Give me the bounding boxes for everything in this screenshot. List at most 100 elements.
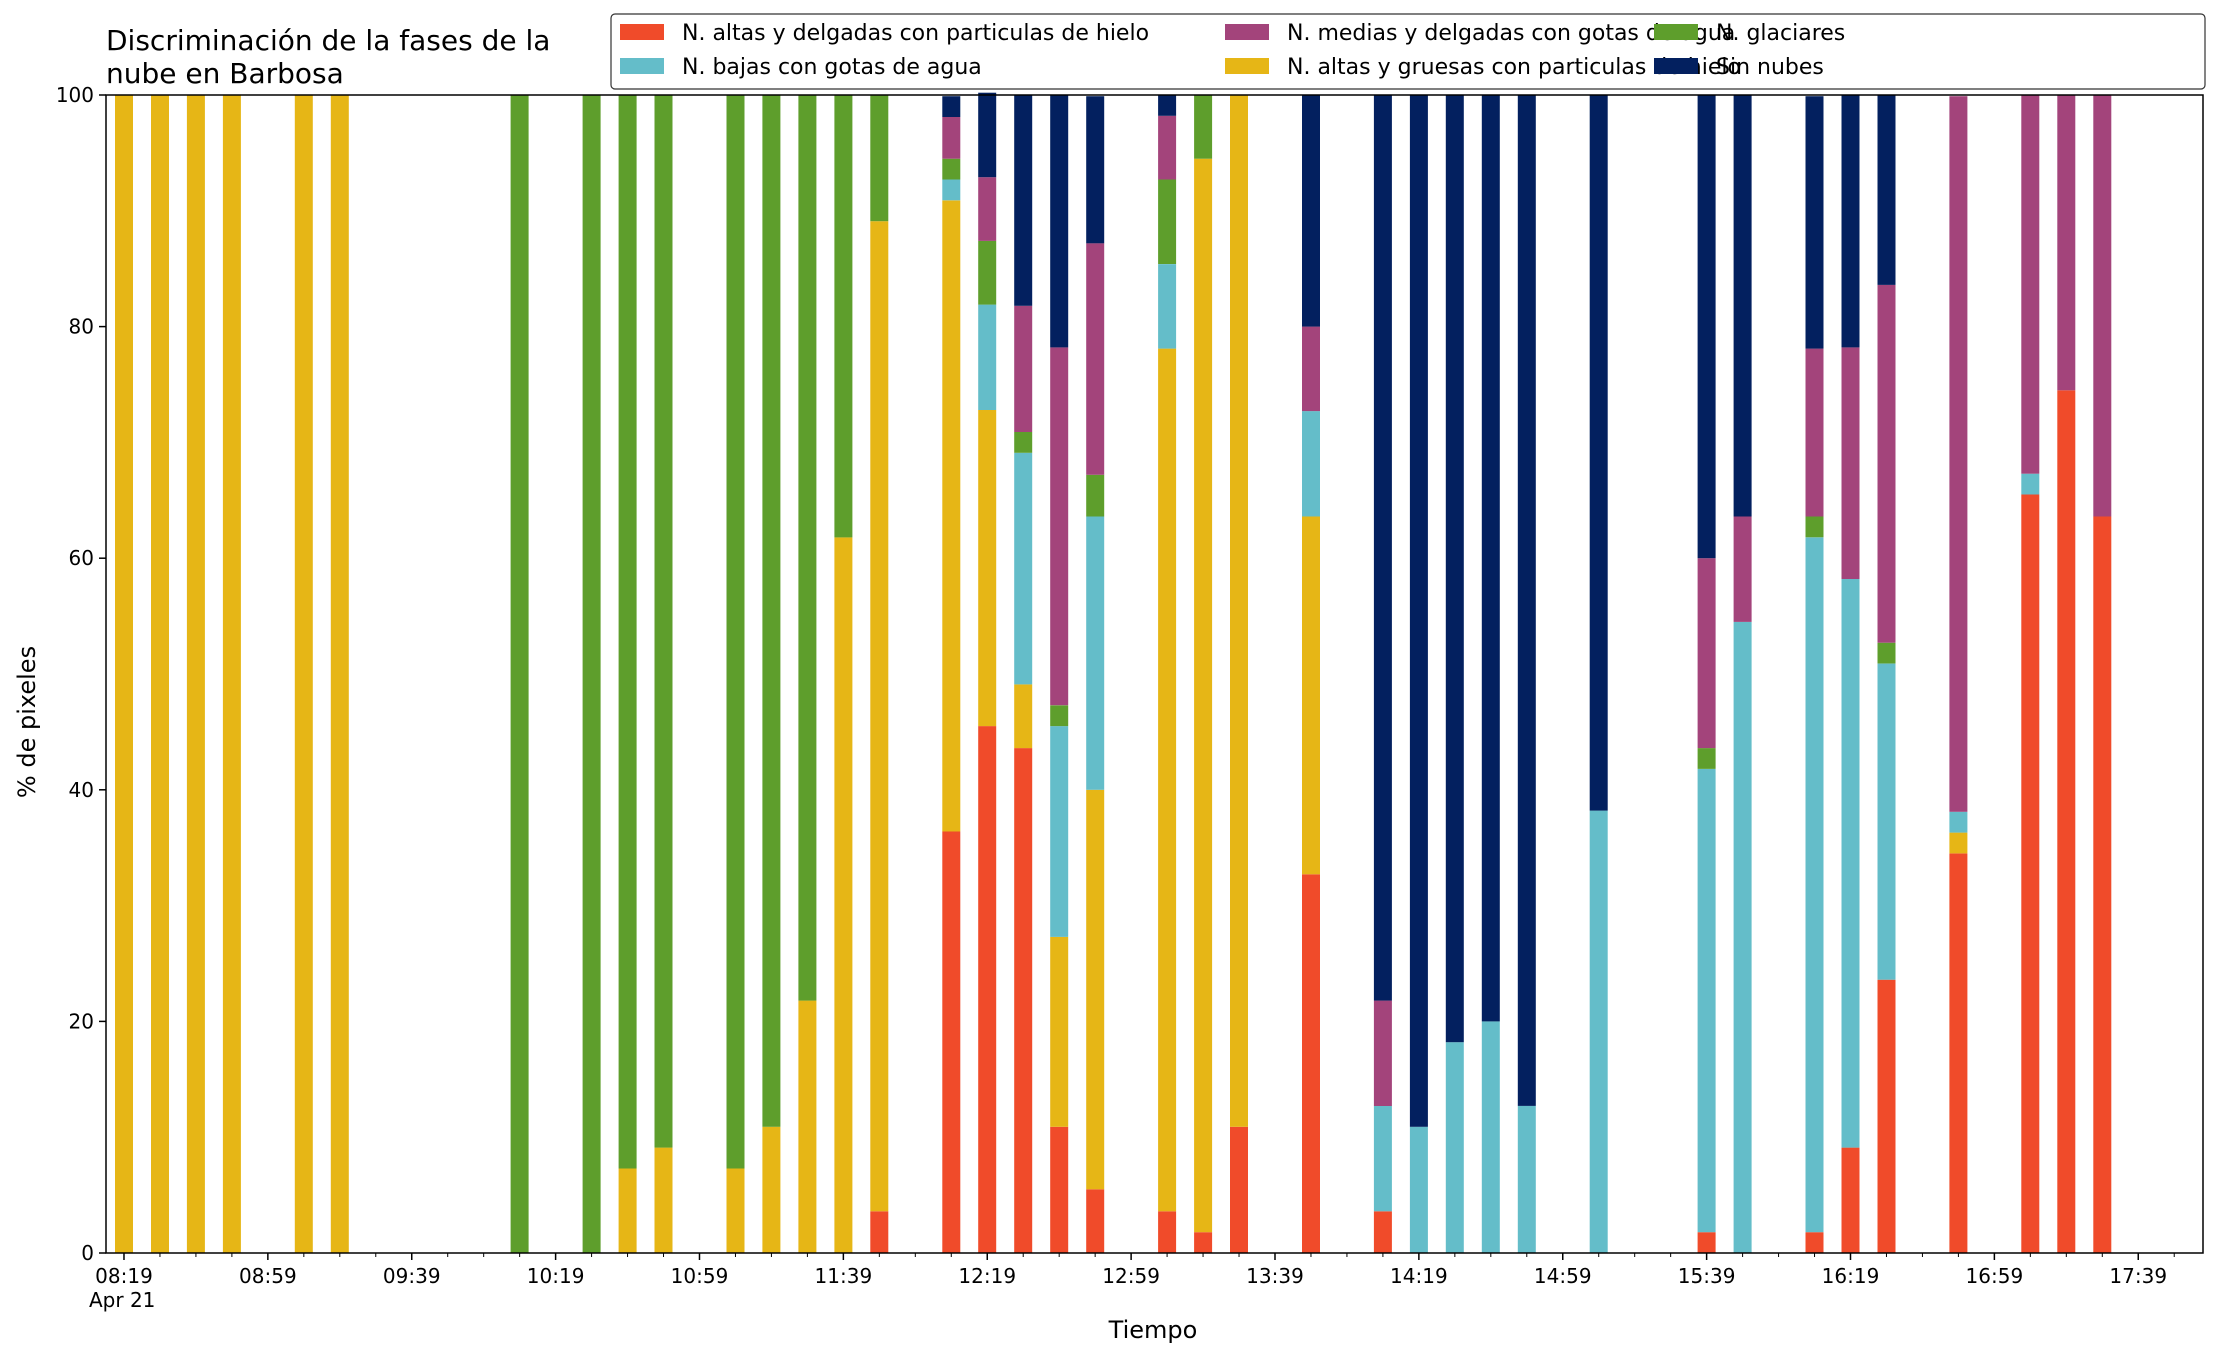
- y-tick-label: 80: [69, 315, 94, 339]
- bar-segment: [1373, 1211, 1392, 1253]
- axes-layer: 0 20 40 60 80 100 08:19 08:59 09:39 10:19 10:59 11:…: [56, 83, 2204, 1288]
- bar-segment: [1230, 1126, 1248, 1253]
- legend-swatch: [620, 58, 664, 74]
- bar-segment: [798, 95, 817, 1001]
- bar-segment: [1733, 95, 1752, 517]
- bar-segment: [1194, 95, 1213, 159]
- legend-swatch: [1225, 58, 1269, 74]
- bar-segment: [1697, 769, 1716, 1233]
- bar-segment: [1014, 452, 1033, 685]
- bar-segment: [1877, 642, 1896, 664]
- bar-segment: [1949, 853, 1968, 1253]
- bar-segment: [2057, 390, 2076, 1253]
- bar-segment: [1697, 558, 1716, 749]
- x-tick-label: 14:59: [1534, 1264, 1592, 1288]
- bar-segment: [1949, 811, 1968, 833]
- x-tick-label: 09:39: [383, 1264, 441, 1288]
- bar-segment: [978, 304, 997, 410]
- bar-segment: [834, 537, 853, 1253]
- bar-segment: [978, 410, 997, 727]
- bar-segment: [2057, 95, 2076, 391]
- y-tick-label: 0: [81, 1241, 94, 1265]
- bar-segment: [2093, 516, 2112, 1253]
- bar-segment: [654, 95, 673, 1148]
- x-tick-label: 17:39: [2109, 1264, 2167, 1288]
- bar-segment: [151, 95, 169, 1253]
- legend-label: N. altas y delgadas con particulas de hi…: [682, 21, 1149, 46]
- bar-segment: [942, 200, 961, 832]
- bar-segment: [942, 179, 961, 201]
- bar-segment: [1481, 1021, 1500, 1253]
- bar-segment: [1409, 1126, 1428, 1253]
- x-tick-label: 08:59: [239, 1264, 297, 1288]
- bar-segment: [1050, 95, 1069, 348]
- bar-segment: [510, 95, 529, 1253]
- bar-segment: [1014, 95, 1033, 306]
- x-date-label: Apr 21: [89, 1288, 155, 1312]
- x-tick-label: 16:59: [1966, 1264, 2024, 1288]
- bar-segment: [1014, 305, 1033, 432]
- bar-segment: [1158, 115, 1177, 180]
- bar-segment: [1158, 179, 1177, 264]
- bar-segment: [1805, 537, 1824, 1233]
- legend: N. altas y delgadas con particulas de hi…: [610, 13, 2206, 90]
- bar-segment: [222, 95, 241, 1253]
- bar-segment: [1697, 1232, 1716, 1253]
- bar-segment: [870, 221, 889, 1212]
- bar-segment: [1589, 810, 1608, 1253]
- bar-segment: [942, 96, 961, 117]
- bar-segment: [1373, 95, 1392, 1001]
- x-tick-label: 16:19: [1822, 1264, 1880, 1288]
- bar-segment: [1733, 516, 1752, 622]
- bar-segment: [942, 158, 961, 180]
- bar-segment: [1805, 1232, 1824, 1253]
- plot-frame: [105, 94, 2204, 1254]
- bar-segment: [1050, 705, 1069, 727]
- bar-segment: [1949, 832, 1968, 854]
- bar-segment: [1445, 95, 1464, 1043]
- bar-segment: [762, 95, 781, 1127]
- bar-segment: [870, 1211, 889, 1253]
- bar-segment: [978, 240, 997, 305]
- y-tick-label: 100: [56, 83, 94, 107]
- legend-swatch: [1654, 58, 1698, 74]
- bar-segment: [2021, 494, 2040, 1253]
- bar-segment: [1697, 748, 1716, 769]
- bar-segment: [1877, 979, 1896, 1253]
- bar-segment: [1050, 726, 1069, 937]
- x-tick-label: 10:19: [527, 1264, 585, 1288]
- bar-segment: [2093, 95, 2112, 517]
- bar-segment: [1230, 95, 1248, 1127]
- bar-segment: [1014, 432, 1033, 453]
- bar-segment: [1302, 874, 1320, 1253]
- bar-segment: [1841, 95, 1860, 348]
- bar-segment: [2021, 95, 2040, 474]
- x-tick-label: 13:39: [1246, 1264, 1304, 1288]
- bars-layer: [115, 92, 2112, 1253]
- x-tick-label: 12:19: [958, 1264, 1016, 1288]
- bar-segment: [942, 117, 961, 159]
- bar-segment: [1050, 1126, 1069, 1253]
- bar-segment: [115, 95, 133, 1253]
- bar-segment: [1877, 95, 1896, 285]
- bar-segment: [834, 95, 853, 538]
- bar-segment: [1158, 348, 1177, 1212]
- bar-segment: [186, 95, 205, 1253]
- chart-title-line-1: Discriminación de la fases de la: [106, 24, 550, 57]
- y-tick-label: 20: [69, 1009, 94, 1033]
- bar-segment: [978, 726, 997, 1253]
- bar-segment: [1877, 663, 1896, 980]
- bar-segment: [1302, 326, 1320, 412]
- bar-segment: [1733, 621, 1752, 1253]
- bar-segment: [1014, 684, 1033, 749]
- bar-segment: [1302, 95, 1320, 327]
- x-tick-label: 12:59: [1102, 1264, 1160, 1288]
- bar-segment: [1697, 95, 1716, 559]
- bar-segment: [1517, 95, 1536, 1106]
- bar-segment: [2021, 473, 2040, 495]
- bar-segment: [1302, 516, 1320, 875]
- y-tick-label: 40: [69, 778, 94, 802]
- bar-segment: [618, 1168, 637, 1253]
- x-tick-label: 08:19: [95, 1264, 153, 1288]
